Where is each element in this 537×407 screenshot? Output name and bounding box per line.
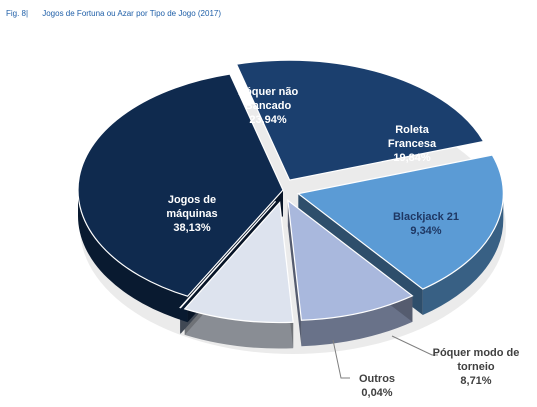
leader-line-4	[332, 339, 350, 379]
slice-label-5: Jogos de máquinas 38,13%	[166, 194, 217, 234]
slice-side-2	[301, 295, 413, 347]
slice-value-0: 23,94%	[249, 114, 287, 126]
slice-side-1	[422, 193, 504, 316]
pie-slice-3	[183, 201, 294, 324]
slice-value-2: 9,34%	[410, 225, 441, 237]
slice-name-3-0: Póquer modo de	[433, 347, 520, 359]
slice-name-5-0: Jogos de	[168, 194, 216, 206]
slice-label-4: Outros 0,04%	[359, 373, 395, 399]
pie-tops	[77, 59, 504, 324]
slice-name-3-1: torneio	[457, 361, 495, 373]
chart-title: Jogos de Fortuna ou Azar por Tipo de Jog…	[42, 9, 222, 18]
slice-label-1: Roleta Francesa 19,84%	[388, 124, 437, 164]
slice-value-4: 0,04%	[361, 387, 392, 399]
pie-slice-2	[287, 199, 414, 321]
slice-label-3: Póquer modo de torneio 8,71%	[433, 347, 520, 387]
slice-label-2: Blackjack 21 9,34%	[393, 211, 459, 237]
leader-line-3	[391, 335, 438, 356]
slice-name-4-0: Outros	[359, 373, 395, 385]
slice-name-5-1: máquinas	[166, 208, 217, 220]
pie-slice-0	[235, 59, 485, 181]
slice-name-1-0: Roleta	[395, 124, 430, 136]
slice-name-1-1: Francesa	[388, 138, 437, 150]
slice-name-0-1: Bancado	[245, 100, 292, 112]
slice-cut-2-1	[287, 200, 302, 347]
pie-slice-4	[179, 200, 277, 309]
slice-value-3: 8,71%	[460, 375, 491, 387]
slice-value-1: 19,84%	[393, 152, 431, 164]
slice-label-0: Póquer não Bancado 23,94%	[238, 86, 299, 126]
pie-slice-5	[77, 73, 284, 297]
slice-name-2-0: Blackjack 21	[393, 211, 459, 223]
slice-name-0-0: Póquer não	[238, 86, 299, 98]
slice-side-5	[78, 190, 188, 323]
pie-slice-1	[296, 154, 504, 290]
slice-side-3	[184, 308, 294, 349]
figure-header: Fig. 8| Jogos de Fortuna ou Azar por Tip…	[6, 9, 221, 18]
slice-value-5: 38,13%	[173, 222, 211, 234]
figure-number: Fig. 8|	[6, 9, 29, 18]
